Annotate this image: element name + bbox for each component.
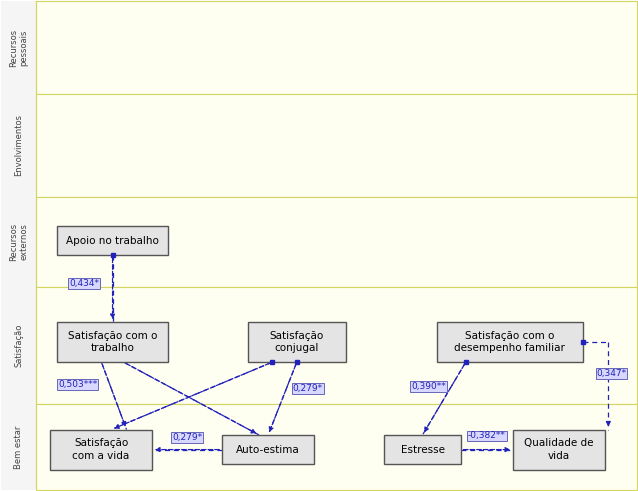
Text: Recursos
externos: Recursos externos [9,223,29,261]
Text: Estresse: Estresse [401,444,445,455]
Text: Satisfação
conjugal: Satisfação conjugal [270,331,324,354]
Text: Envolvimentos: Envolvimentos [15,114,24,176]
FancyBboxPatch shape [248,322,346,362]
Text: -0,382**: -0,382** [468,432,506,440]
Text: Satisfação com o
desempenho familiar: Satisfação com o desempenho familiar [454,331,565,354]
Text: Apoio no trabalho: Apoio no trabalho [66,236,159,246]
Text: Satisfação com o
trabalho: Satisfação com o trabalho [68,331,157,354]
Text: Satisfação
com a vida: Satisfação com a vida [73,438,130,461]
Text: 0,279*: 0,279* [293,384,323,393]
FancyBboxPatch shape [385,435,461,464]
Bar [1,1,36,490]
Text: Recursos
pessoais: Recursos pessoais [9,28,29,67]
Bar [36,287,637,404]
FancyBboxPatch shape [436,322,582,362]
Bar [36,197,637,287]
Bar [36,94,637,197]
Text: 0,503***: 0,503*** [58,380,97,389]
Text: Qualidade de
vida: Qualidade de vida [524,438,594,461]
Text: 0,434*: 0,434* [69,279,99,288]
Text: Auto-estima: Auto-estima [236,444,300,455]
Text: Satisfação: Satisfação [15,324,24,367]
FancyBboxPatch shape [50,430,152,469]
FancyBboxPatch shape [57,322,168,362]
FancyBboxPatch shape [57,226,168,255]
Text: 0,390**: 0,390** [411,382,445,391]
Text: 0,347*: 0,347* [597,369,627,378]
FancyBboxPatch shape [222,435,315,464]
Text: 0,279*: 0,279* [172,433,202,442]
Bar [36,404,637,490]
FancyBboxPatch shape [513,430,605,469]
Bar [36,1,637,94]
Text: Bem estar: Bem estar [15,425,24,468]
